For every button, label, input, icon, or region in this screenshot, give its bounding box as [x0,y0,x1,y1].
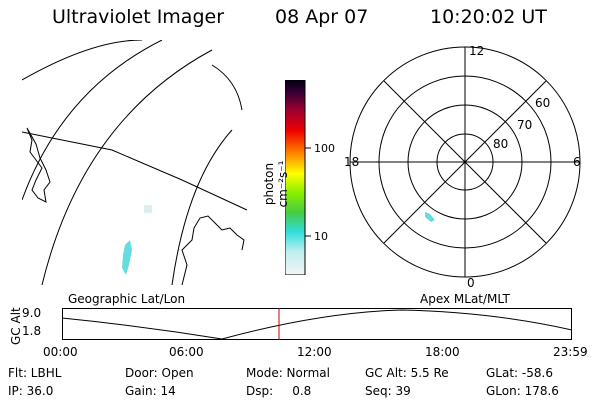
lat-label-80: 80 [493,137,508,151]
lat-arc-2 [22,40,163,201]
geographic-label: Geographic Lat/Lon [68,292,186,306]
emission-patch-faint [144,205,152,213]
colorbar-unit-label: photon cm⁻²s⁻¹ [262,160,290,208]
info-mode: Mode: Normal [246,366,330,380]
altitude-plot [62,308,572,340]
date-label: 08 Apr 07 [275,6,369,28]
coastline-antarctica [181,215,245,285]
colorbar-gradient [285,80,306,275]
coastline-nz [26,127,51,203]
lat-label-60: 60 [535,96,550,110]
instrument-title: Ultraviolet Imager [52,6,225,28]
y-tick-max: 9.0 [22,306,42,320]
y-tick-min: 1.8 [22,324,42,338]
colorbar-tick-label: 100 [314,142,335,155]
info-seq: Seq: 39 [365,384,411,398]
gc-alt-axis-label: GC Alt [9,307,23,345]
lat-label-70: 70 [517,118,532,132]
apex-label: Apex MLat/MLT [420,292,510,306]
info-glat: GLat: -58.6 [486,366,553,380]
mlt-label-18: 18 [344,155,359,169]
x-tick: 18:00 [425,345,460,359]
altitude-plot-frame [62,308,572,340]
time-label: 10:20:02 UT [430,6,547,28]
emission-patch [122,240,132,275]
lon-line [22,131,248,211]
x-tick: 06:00 [169,345,204,359]
info-door: Door: Open [125,366,194,380]
info-glon: GLon: 178.6 [486,384,559,398]
polar-plot: 12 18 6 0 60 70 80 [344,45,581,290]
mlt-label-0: 0 [467,276,475,290]
info-filter: Flt: LBHL [8,366,62,380]
mlt-label-6: 6 [573,155,581,169]
x-tick: 00:00 [43,345,78,359]
lat-arc-3 [41,49,213,285]
mlt-line-diag-2 [383,80,547,244]
x-tick: 23:59 [553,345,588,359]
lat-arc-1 [22,40,143,81]
x-tick: 12:00 [297,345,332,359]
geographic-map [22,40,248,285]
altitude-curve [62,309,572,340]
info-gc-alt: GC Alt: 5.5 Re [365,366,449,380]
colorbar-tick-label: 10 [314,230,328,243]
info-gain: Gain: 14 [125,384,176,398]
info-dsp: Dsp: 0.8 [246,384,312,398]
lat-arc-4 [171,64,243,285]
colorbar: 100 10 [285,80,335,275]
mlt-label-12: 12 [469,45,484,58]
info-ip: IP: 36.0 [8,384,54,398]
emission-patch-polar [425,212,435,222]
